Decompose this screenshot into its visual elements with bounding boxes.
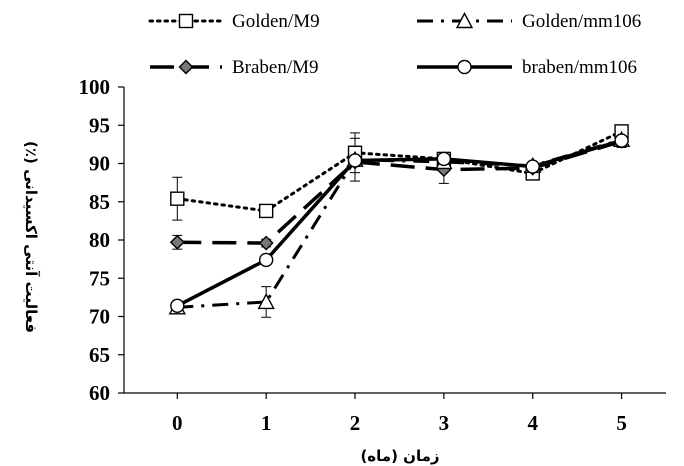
legend-label-golden-mm106: Golden/mm106 [522,11,641,32]
y-tick-label: 75 [89,266,110,290]
x-tick-label: 1 [261,411,272,435]
legend-marker-golden-m9 [178,13,194,29]
x-tick-label: 0 [172,411,183,435]
data-point-golden-mm106 [257,292,275,310]
data-point-braben-mm106 [614,133,629,148]
y-tick-label: 100 [79,75,111,99]
legend-marker-golden-mm106 [455,12,474,29]
data-point-golden-m9 [258,203,274,219]
legend-marker-braben-m9 [178,59,194,75]
y-tick-label: 90 [89,152,110,176]
y-tick-label: 95 [89,113,110,137]
data-point-braben-mm106 [436,151,452,167]
data-point-golden-m9 [170,191,185,206]
legend-label-braben-m9: Braben/M9 [232,57,319,78]
series-lines [175,129,624,309]
legend-label-golden-m9: Golden/M9 [232,11,320,32]
series-line-braben-mm106 [176,138,623,308]
data-point-braben-mm106 [525,159,540,174]
x-tick-label: 4 [527,411,538,435]
error-bars [172,124,627,318]
y-tick-label: 60 [89,381,110,405]
x-tick-label: 3 [439,411,450,435]
data-point-braben-mm106 [258,252,274,268]
data-point-braben-m9 [169,234,185,250]
axes: 60 65 70 75 80 85 90 95 100 0 1 2 3 4 5 [79,75,666,435]
data-point-braben-mm106 [170,298,185,313]
series-markers [168,124,631,315]
y-tick-label: 85 [89,190,110,214]
legend: Golden/M9 Braben/M9 Golden/mm106 braben/mm1… [148,11,641,78]
data-point-braben-mm106 [347,153,363,168]
legend-label-braben-mm106: braben/mm106 [522,57,637,78]
x-axis-title: زمان (ماه) [360,447,439,465]
y-tick-label: 65 [89,343,110,367]
series-line-golden-mm106 [177,138,622,309]
y-axis-title: فعالیت آنتی اکسیدانی (٪) [22,141,40,333]
data-point-braben-m9 [258,235,274,251]
x-tick-label: 5 [616,411,627,435]
y-tick-label: 70 [89,305,110,329]
series-line-golden-m9 [175,129,624,213]
x-tick-label: 2 [350,411,361,435]
legend-marker-braben-mm106 [457,59,472,75]
y-tick-label: 80 [89,228,110,252]
